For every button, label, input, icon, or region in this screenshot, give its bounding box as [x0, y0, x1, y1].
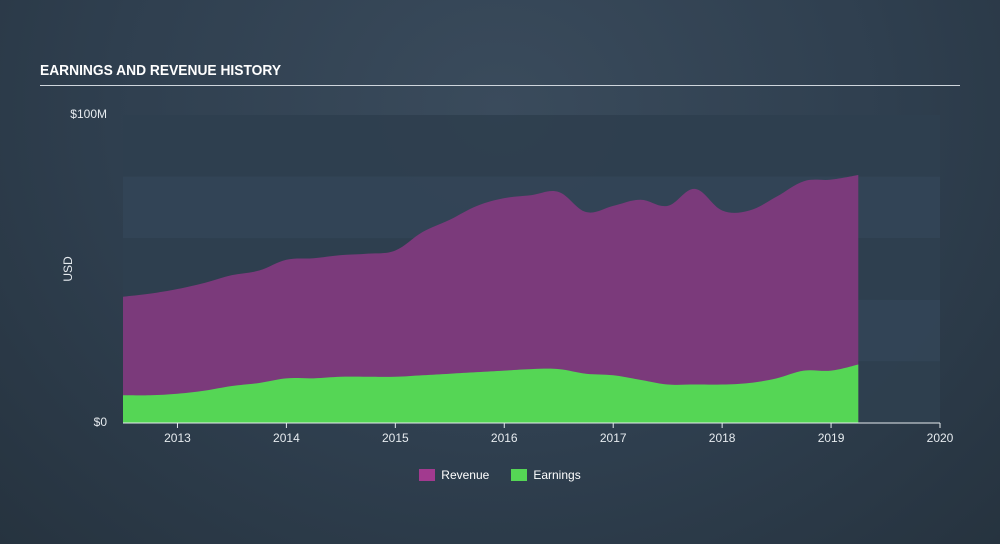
earnings-swatch [511, 469, 528, 481]
x-tick-label-2016: 2016 [491, 431, 518, 445]
y-axis-label: USD [61, 256, 75, 282]
y-tick-label-zero: $0 [94, 415, 108, 429]
x-tick-label-2020: 2020 [927, 431, 954, 445]
legend-item-earnings[interactable]: Earnings [511, 468, 581, 482]
x-tick-label-2015: 2015 [382, 431, 409, 445]
earnings-area [123, 364, 859, 423]
legend-label-revenue: Revenue [441, 468, 490, 482]
y-tick-label-max: $100M [70, 107, 107, 121]
chart-title: EARNINGS AND REVENUE HISTORY [40, 62, 282, 79]
x-tick-label-2013: 2013 [164, 431, 191, 445]
x-tick-label-2014: 2014 [273, 431, 300, 445]
x-tick-label-2018: 2018 [709, 431, 736, 445]
title-divider [40, 85, 960, 86]
legend-label-earnings: Earnings [533, 468, 581, 482]
x-tick-label-2019: 2019 [818, 431, 845, 445]
plot-band [123, 115, 940, 177]
legend-item-revenue[interactable]: Revenue [419, 468, 489, 482]
x-tick-label-2017: 2017 [600, 431, 627, 445]
chart-legend: Revenue Earnings [0, 468, 1000, 482]
revenue-area [123, 175, 859, 423]
revenue-swatch [419, 469, 436, 481]
